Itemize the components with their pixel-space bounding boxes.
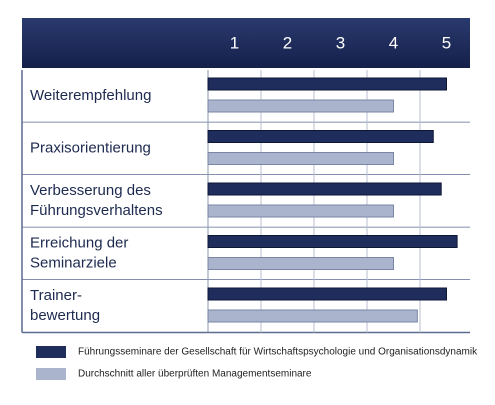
category-label: Praxisorientierung — [30, 140, 151, 157]
category-label: Weiterempfehlung — [30, 87, 151, 104]
bar — [207, 99, 394, 113]
bar — [207, 287, 447, 301]
bar — [207, 309, 418, 323]
category-label: Führungsverhaltens — [30, 202, 163, 219]
bar — [207, 130, 434, 143]
legend-swatch — [36, 346, 66, 358]
bar — [207, 152, 394, 165]
legend-label: Durchschnitt aller überprüften Managemen… — [78, 369, 312, 380]
category-label: Verbesserung des — [30, 182, 151, 199]
bar — [207, 257, 394, 270]
bar — [207, 182, 442, 196]
x-tick-label: 4 — [389, 33, 398, 52]
legend-label: Führungsseminare der Gesellschaft für Wi… — [78, 347, 478, 358]
x-tick-label: 2 — [283, 33, 292, 52]
category-label: Erreichung der — [30, 235, 128, 252]
category-label: Seminarziele — [30, 255, 117, 272]
legend-swatch — [36, 368, 66, 380]
bar — [207, 77, 447, 91]
x-tick-label: 1 — [230, 33, 239, 52]
bar — [207, 235, 458, 248]
x-tick-label: 3 — [336, 33, 345, 52]
category-label: bewertung — [30, 307, 100, 324]
category-label: Trainer- — [30, 287, 82, 304]
header-band — [22, 18, 470, 68]
bar — [207, 204, 394, 218]
x-tick-label: 5 — [442, 33, 451, 52]
